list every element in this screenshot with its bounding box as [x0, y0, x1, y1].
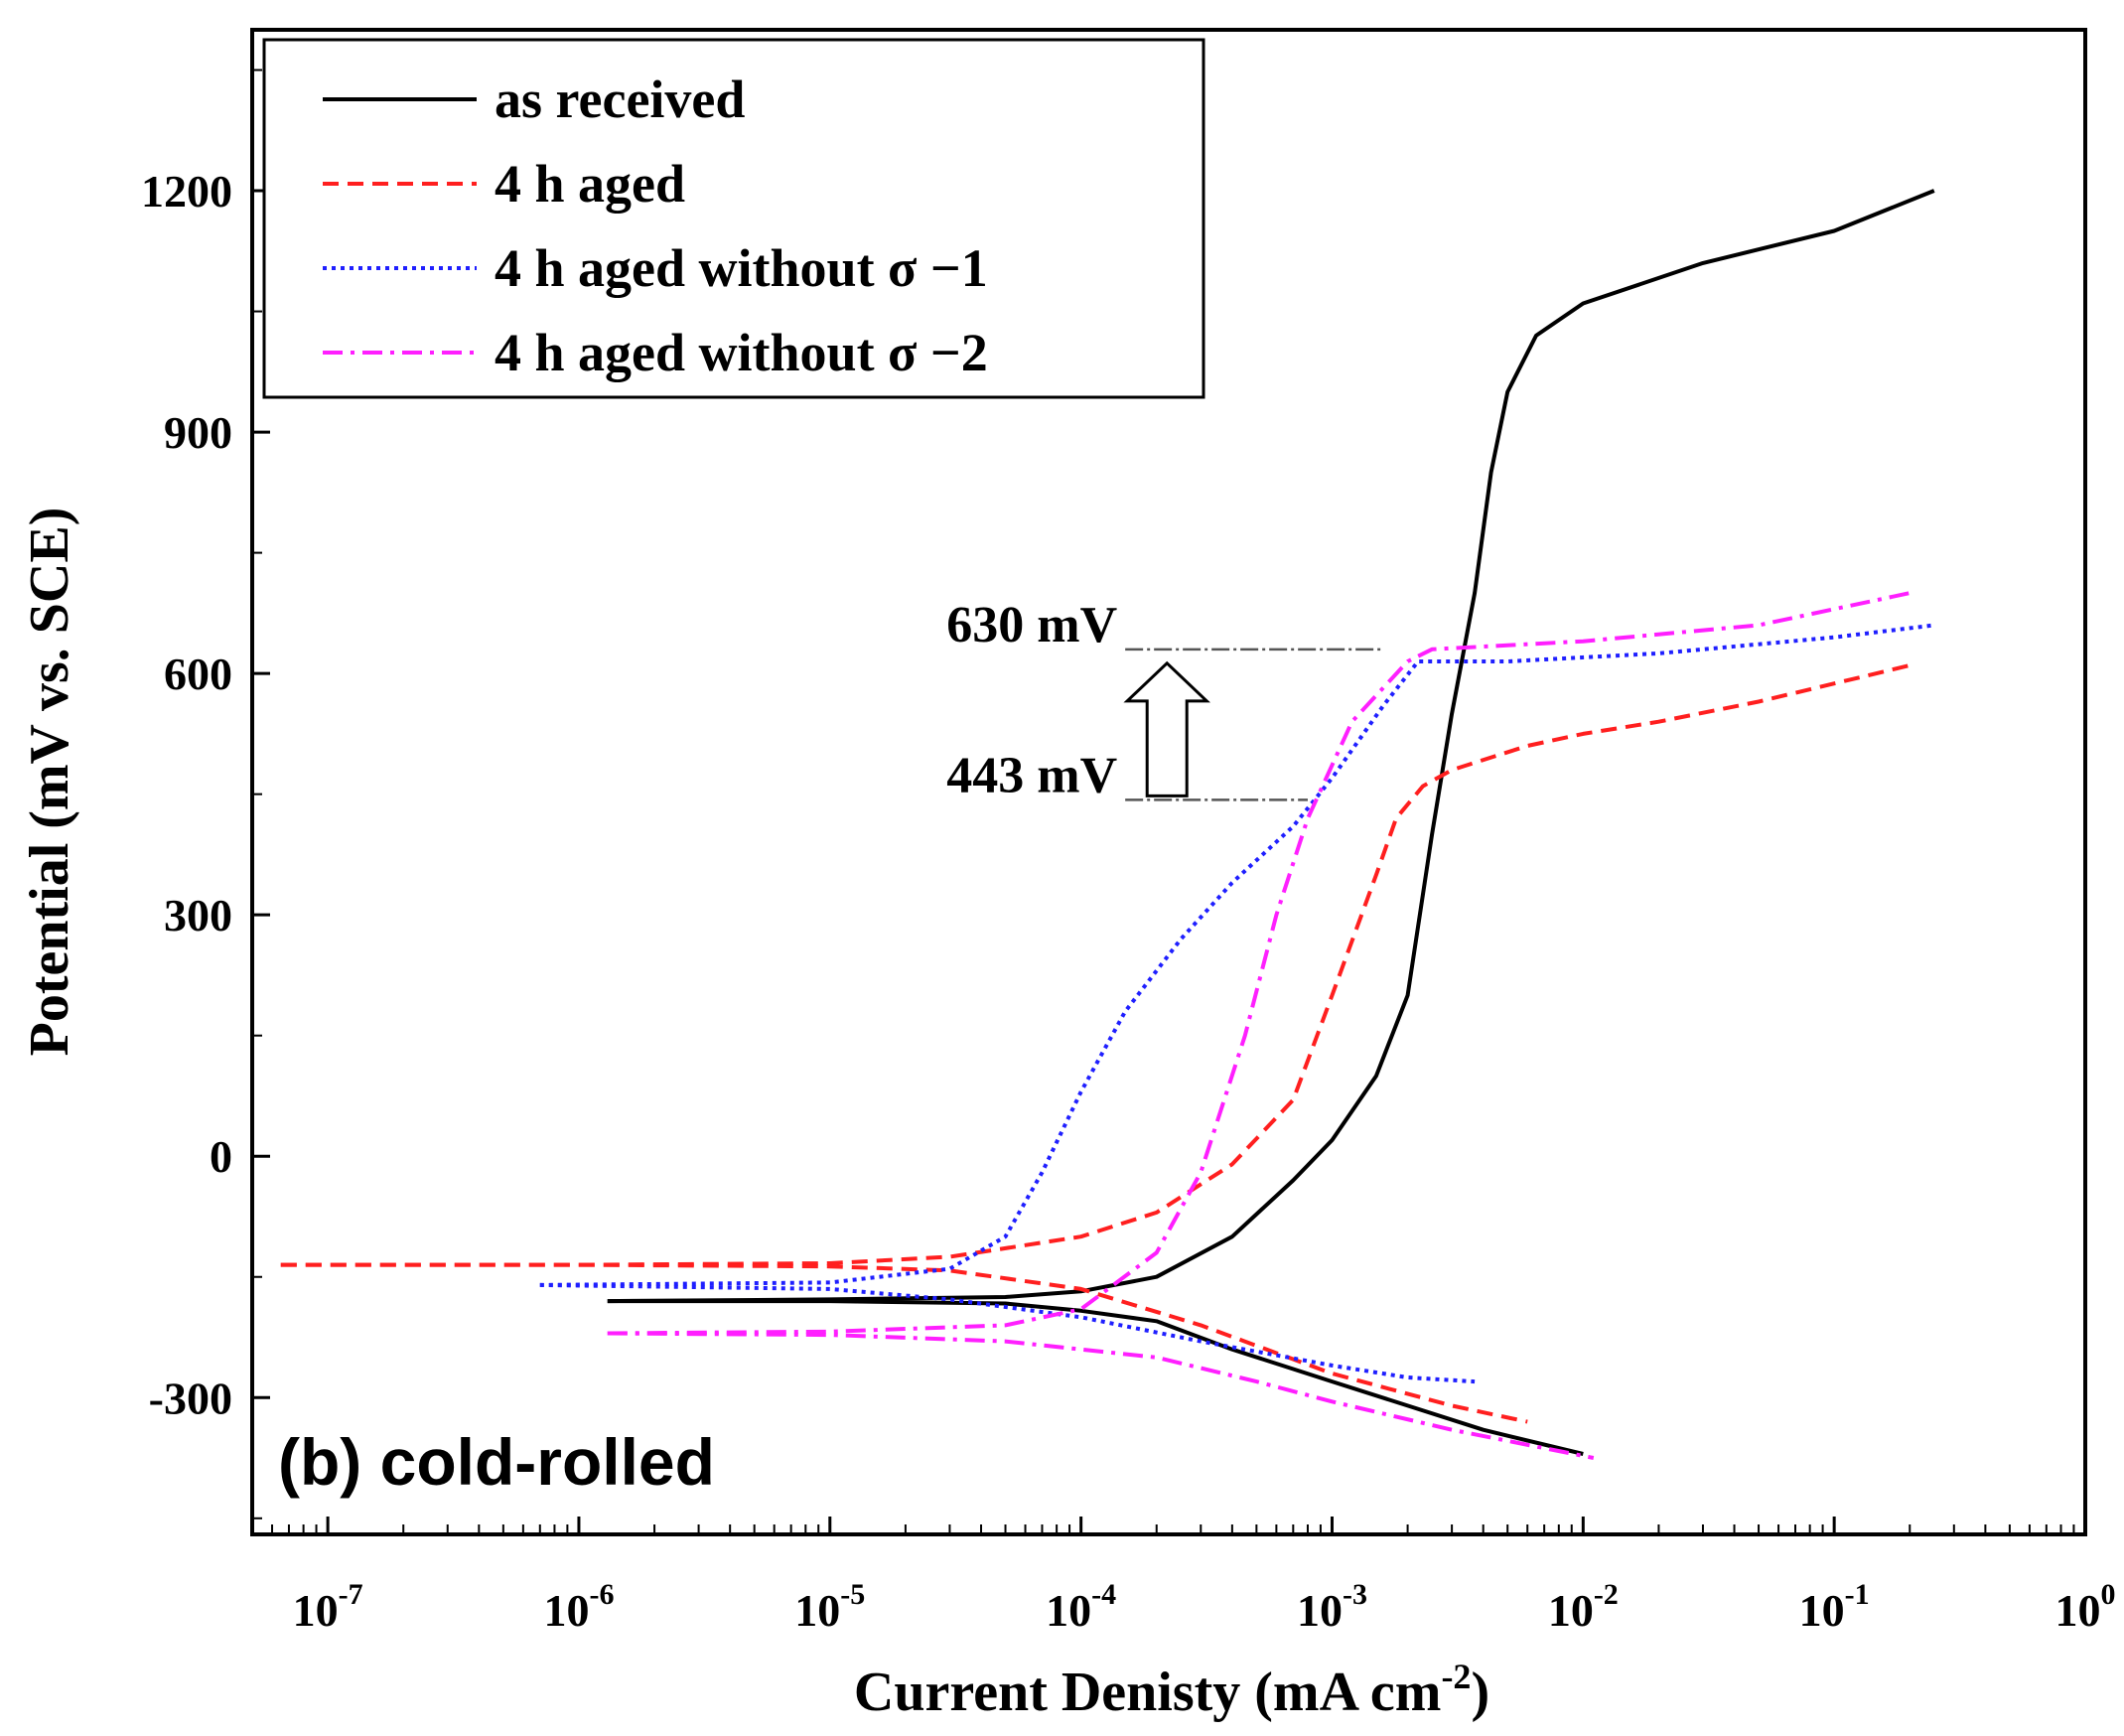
y-tick-label: 900	[164, 407, 232, 458]
x-axis-title-main: Current Denisty (mA cm	[854, 1662, 1442, 1723]
x-axis-title-tail: )	[1471, 1662, 1489, 1723]
series-layer	[280, 189, 1935, 1460]
legend-label: 4 h aged	[495, 154, 685, 214]
x-tick-exponent: -2	[1594, 1578, 1619, 1611]
x-tick-base: 10	[293, 1585, 339, 1636]
x-tick-base: 10	[2055, 1585, 2101, 1636]
series-1-cathodic-line	[607, 1299, 1584, 1456]
annotations: 630 mV 443 mV	[946, 597, 1384, 803]
x-tick-base: 10	[1046, 1585, 1091, 1636]
plot-frame	[250, 28, 2087, 1536]
series-2-cathodic-line	[280, 1262, 1528, 1424]
x-tick-base: 10	[1548, 1585, 1594, 1636]
series-4-cathodic-line	[607, 1331, 1595, 1460]
legend-label: 4 h aged without σ −1	[495, 238, 988, 298]
y-tick-label: -300	[149, 1373, 232, 1423]
x-tick-label: 10-4	[1046, 1578, 1116, 1636]
x-tick-exponent: -1	[1845, 1578, 1870, 1611]
x-tick-label: 100	[2055, 1578, 2116, 1636]
x-tick-base: 10	[794, 1585, 840, 1636]
x-tick-base: 10	[543, 1585, 589, 1636]
x-tick-exponent: -7	[339, 1578, 363, 1611]
y-axis-title: Potential (mV vs. SCE)	[19, 507, 80, 1057]
annotation-label: 630 mV	[946, 597, 1117, 653]
y-tick-label: 600	[164, 649, 232, 699]
annotation-label: 443 mV	[946, 747, 1117, 803]
series-1-anodic-line	[607, 189, 1935, 1304]
x-tick-label: 10-6	[543, 1578, 614, 1636]
x-axis-title-sup: -2	[1441, 1657, 1471, 1696]
x-tick-exponent: -3	[1343, 1578, 1367, 1611]
legend-label: 4 h aged without σ −2	[495, 323, 988, 382]
x-tick-exponent: 0	[2101, 1578, 2116, 1611]
panel-label: (b) cold-rolled	[278, 1425, 715, 1499]
x-tick-exponent: -6	[589, 1578, 614, 1611]
x-tick-label: 10-1	[1799, 1578, 1870, 1636]
x-tick-exponent: -4	[1091, 1578, 1116, 1611]
series-4-anodic-line	[607, 591, 1911, 1336]
x-tick-label: 10-5	[794, 1578, 865, 1636]
tick-labels: 10-7 10-6 10-5 10-4 10-3 10-2 10-1 100-30003006…	[141, 166, 2116, 1636]
series-3-anodic-line	[539, 623, 1935, 1287]
y-tick-label: 0	[210, 1131, 232, 1182]
up-arrow-icon	[1123, 660, 1210, 797]
x-tick-label: 10-7	[293, 1578, 363, 1636]
legend-label: as received	[495, 70, 745, 129]
legend: as received 4 h aged 4 h aged without σ −1…	[262, 38, 1205, 399]
y-tick-label: 1200	[141, 166, 232, 217]
y-tick-label: 300	[164, 890, 232, 940]
x-tick-exponent: -5	[840, 1578, 865, 1611]
x-tick-base: 10	[1297, 1585, 1343, 1636]
x-tick-base: 10	[1799, 1585, 1845, 1636]
series-2-anodic-line	[280, 663, 1911, 1267]
x-tick-label: 10-3	[1297, 1578, 1367, 1636]
x-tick-label: 10-2	[1548, 1578, 1619, 1636]
x-axis-title: Current Denisty (mA cm-2)	[854, 1657, 1489, 1723]
